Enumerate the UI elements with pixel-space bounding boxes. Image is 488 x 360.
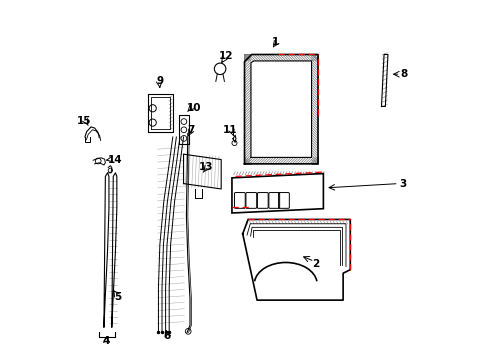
Text: 8: 8 xyxy=(400,69,407,79)
Text: 15: 15 xyxy=(77,116,91,126)
Text: 1: 1 xyxy=(271,37,278,47)
Text: 11: 11 xyxy=(223,125,237,135)
Text: 3: 3 xyxy=(399,179,406,189)
Text: 10: 10 xyxy=(187,103,201,113)
Text: 14: 14 xyxy=(107,154,122,165)
Text: 6: 6 xyxy=(163,331,171,341)
Text: 4: 4 xyxy=(102,336,110,346)
Text: 5: 5 xyxy=(114,292,122,302)
Text: 2: 2 xyxy=(312,259,319,269)
Text: 9: 9 xyxy=(156,76,163,86)
Text: 7: 7 xyxy=(187,125,195,135)
Text: 13: 13 xyxy=(199,162,213,172)
Text: 12: 12 xyxy=(218,51,233,61)
